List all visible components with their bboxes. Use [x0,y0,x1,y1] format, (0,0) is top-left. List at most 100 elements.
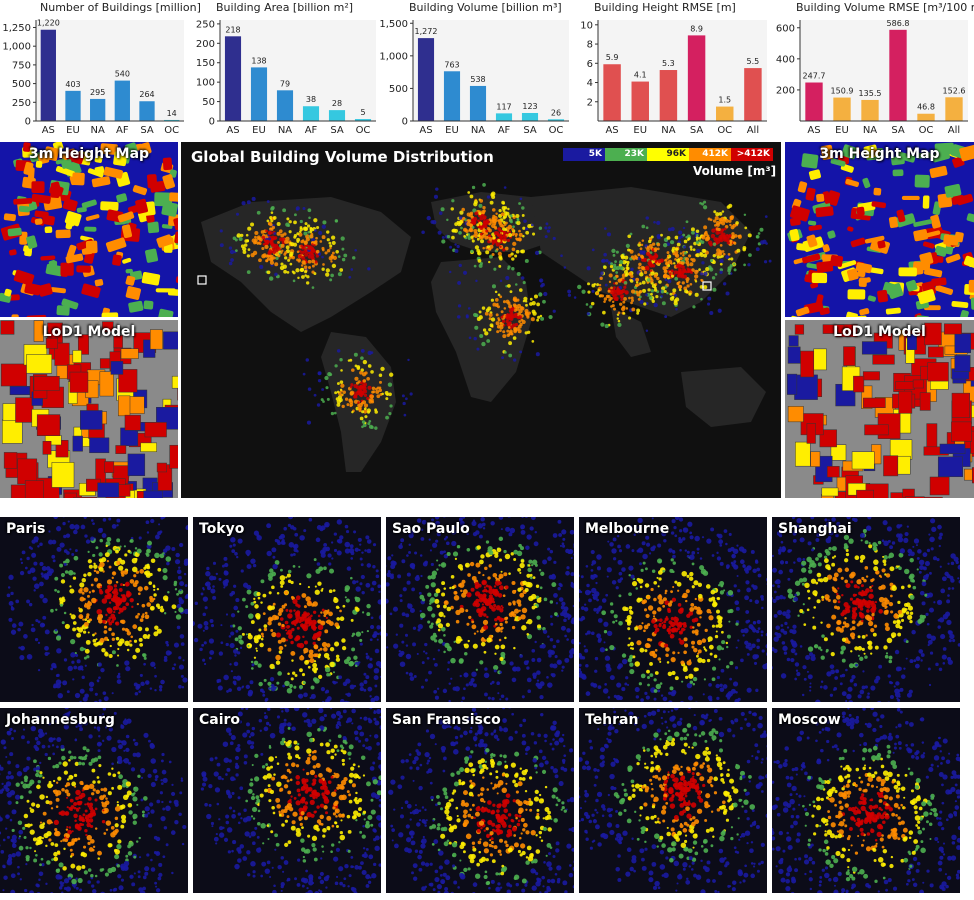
right-height-map-label: 3m Height Map [819,146,940,162]
volume-legend: 5K 23K 96K 412K >412K [563,148,773,161]
city-map [579,517,767,702]
city-map [193,708,381,893]
bar-na [659,70,678,121]
chart-title: Building Volume RMSE [m³/100 m²] [796,1,974,14]
bar-as [603,64,621,121]
x-tick-label: AS [42,125,55,136]
bar-af [495,113,513,121]
data-label: 150.9 [831,87,854,96]
plot-area [36,20,184,121]
city-tile-tehran: Tehran [579,708,767,893]
x-tick-label: AF [116,125,129,136]
data-label: 218 [225,25,240,34]
y-tick-label: 0 [209,117,215,128]
plot-area [220,20,376,121]
y-tick-label: 4 [587,78,593,89]
data-label: 247.7 [803,72,826,81]
data-label: 138 [251,56,266,65]
bar-chart-4: Building Height RMSE [m] 2 4 6 8 10 5.9 AS 4.1 EU… [580,1,767,136]
chart-title: Building Volume [billion m³] [409,1,562,14]
city-label: Paris [6,521,46,537]
data-label: 8.9 [690,24,703,33]
data-label: 135.5 [859,89,882,98]
city-tile-shanghai: Shanghai [772,517,960,702]
city-map [772,708,960,893]
x-tick-label: NA [471,125,485,136]
x-tick-label: All [948,125,960,136]
world-map-panel: Global Building Volume Distribution Volu… [181,142,781,498]
bar-chart-1: Number of Buildings [million] 0 250 500 750 1… [2,1,201,136]
y-tick-label: 8 [587,40,593,51]
bar-as [224,36,242,121]
y-tick-label: 100 [196,78,215,89]
city-map [386,708,574,893]
x-tick-label: EU [835,125,849,136]
x-tick-label: AS [419,125,432,136]
data-label: 28 [332,99,342,108]
bar-all [744,68,762,121]
bar-sa [328,110,346,121]
city-label: Melbourne [585,521,670,537]
data-label: 5 [360,108,365,117]
legend-title: Volume [m³] [693,164,777,178]
x-tick-label: NA [278,125,292,136]
y-tick-label: 250 [196,19,215,30]
city-label: Shanghai [778,521,852,537]
bar-oc [917,113,935,121]
city-map [772,517,960,702]
city-label: Sao Paulo [392,521,470,537]
data-label: 295 [90,88,105,97]
right-lod1-image [785,320,974,498]
data-label: 586.8 [887,19,910,28]
left-height-map-label: 3m Height Map [28,146,150,162]
bar-chart-5: Building Volume RMSE [m³/100 m²] 200 400 60… [776,1,974,136]
y-tick-label: 0 [402,117,408,128]
x-tick-label: AS [226,125,239,136]
x-tick-label: EU [445,125,459,136]
bar-sa [687,35,706,122]
bar-chart-2: Building Area [billion m²] 0 50 100 150 200 25… [196,1,376,136]
chart-title: Number of Buildings [million] [40,1,201,14]
bar-af [114,80,130,121]
data-label: 403 [65,80,80,89]
data-label: 763 [444,60,459,69]
data-label: 1.5 [718,96,731,105]
city-map [386,517,574,702]
city-map [193,517,381,702]
bar-oc [716,106,734,121]
x-tick-label: EU [66,125,80,136]
left-height-map-image [0,142,178,317]
bar-chart-3: Building Volume [billion m³] 0 500 1,000 1,5… [379,1,569,136]
bar-eu [833,97,851,121]
city-label: Tehran [585,712,639,728]
x-tick-label: AF [498,125,511,136]
city-map [579,708,767,893]
legend-cell-23k: 23K [605,148,647,161]
y-tick-label: 500 [389,84,408,95]
x-tick-label: SA [891,125,905,136]
y-tick-label: 200 [196,39,215,50]
x-tick-label: OC [164,125,179,136]
x-tick-label: AS [605,125,618,136]
legend-cell-over-412k: >412K [731,148,773,161]
city-label: Cairo [199,712,241,728]
bar-sa [139,101,155,121]
data-label: 538 [470,75,485,84]
y-tick-label: 500 [12,79,31,90]
x-tick-label: SA [523,125,537,136]
y-tick-label: 200 [776,85,795,96]
data-label: 540 [115,70,130,79]
x-tick-label: SA [330,125,344,136]
legend-cell-412k: 412K [689,148,731,161]
y-tick-label: 0 [25,117,31,128]
data-label: 38 [306,95,316,104]
plot-area [413,20,569,121]
city-map [0,708,188,893]
plot-area [800,20,968,121]
city-tile-san-fransisco: San Fransisco [386,708,574,893]
x-tick-label: OC [356,125,371,136]
map-title: Global Building Volume Distribution [191,148,494,166]
chart-title: Building Area [billion m²] [216,1,353,14]
data-label: 14 [167,109,177,118]
data-label: 152.6 [943,86,966,95]
